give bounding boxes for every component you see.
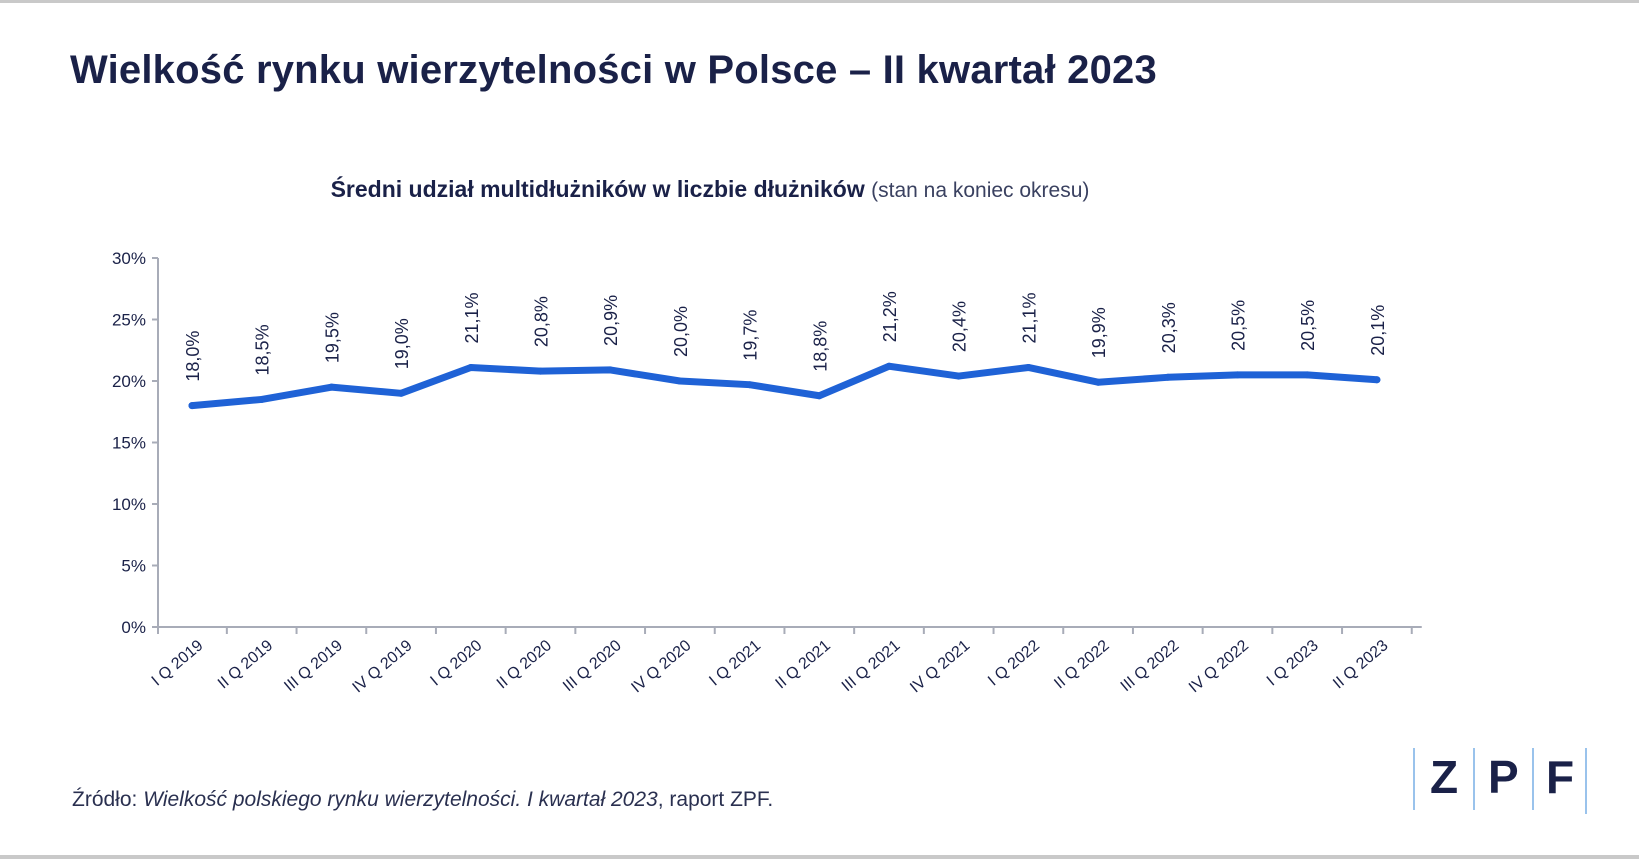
x-tick-label: II Q 2023 — [1330, 637, 1391, 692]
data-point — [537, 367, 544, 375]
data-label: 18,5% — [253, 324, 273, 375]
data-point — [955, 372, 963, 380]
data-point — [188, 402, 196, 410]
source-title: Wielkość polskiego rynku wierzytelności.… — [143, 788, 658, 811]
zpf-logo: Z P F — [1408, 742, 1588, 814]
y-tick-label: 0% — [121, 618, 146, 637]
data-label: 20,8% — [532, 296, 552, 347]
logo-letter-p: P — [1488, 751, 1519, 803]
data-label: 20,5% — [1229, 300, 1249, 351]
x-tick-label: I Q 2020 — [427, 637, 485, 690]
data-point — [258, 395, 266, 403]
logo-separator — [1585, 748, 1587, 814]
data-label: 19,5% — [322, 312, 342, 363]
x-tick-label: I Q 2021 — [706, 637, 764, 690]
data-point — [1164, 373, 1172, 381]
data-point — [1094, 378, 1102, 386]
x-tick-label: III Q 2021 — [839, 637, 904, 695]
logo-separator — [1413, 748, 1415, 810]
bottom-border — [0, 855, 1639, 859]
data-point — [815, 392, 823, 400]
x-tick-label: III Q 2022 — [1118, 637, 1183, 695]
y-tick-label: 25% — [112, 311, 146, 330]
y-tick-label: 15% — [112, 434, 146, 453]
data-label: 18,0% — [183, 331, 203, 382]
data-point — [1234, 371, 1241, 379]
x-tick-label: I Q 2023 — [1264, 637, 1322, 690]
page-title: Wielkość rynku wierzytelności w Polsce –… — [70, 48, 1157, 92]
x-tick-label: IV Q 2021 — [907, 637, 973, 696]
data-label: 20,0% — [671, 306, 691, 357]
x-tick-label: I Q 2022 — [985, 637, 1043, 690]
data-point — [327, 383, 335, 391]
x-tick-label: II Q 2022 — [1051, 637, 1112, 692]
data-label: 21,1% — [462, 292, 482, 343]
series-line — [188, 362, 1381, 410]
chart-title-note: (stan na koniec okresu) — [871, 179, 1090, 202]
top-border — [0, 0, 1639, 3]
logo-letter-f: F — [1546, 751, 1575, 803]
logo-letter-z: Z — [1430, 751, 1459, 803]
data-label: 18,8% — [810, 321, 830, 372]
data-point — [1024, 363, 1032, 371]
x-tick-label: II Q 2019 — [215, 637, 276, 692]
data-point — [606, 366, 614, 374]
y-tick-label: 10% — [112, 495, 146, 514]
x-tick-label: II Q 2021 — [773, 637, 834, 692]
data-point — [746, 381, 754, 389]
x-tick-label: III Q 2020 — [560, 637, 625, 695]
data-label: 20,5% — [1298, 300, 1318, 351]
y-tick-label: 30% — [112, 249, 146, 268]
x-tick-label: I Q 2019 — [149, 637, 207, 690]
data-label: 19,9% — [1089, 307, 1109, 358]
data-point — [1373, 376, 1381, 384]
data-label: 19,7% — [741, 310, 761, 361]
y-tick-label: 20% — [112, 372, 146, 391]
data-point — [885, 362, 893, 370]
data-point — [1303, 371, 1311, 379]
data-point — [467, 363, 475, 371]
x-tick-label: IV Q 2020 — [628, 637, 694, 696]
data-point — [676, 377, 684, 385]
data-label: 21,2% — [880, 291, 900, 342]
data-label: 21,1% — [1019, 292, 1039, 343]
x-tick-label: IV Q 2022 — [1186, 637, 1252, 696]
data-label: 20,3% — [1159, 302, 1179, 353]
source-prefix: Źródło: — [72, 788, 144, 811]
x-tick-label: III Q 2019 — [281, 637, 346, 695]
chart-title: Średni udział multidłużników w liczbie d… — [0, 176, 1420, 203]
source-suffix: , raport ZPF. — [657, 788, 774, 811]
x-tick-label: II Q 2020 — [494, 637, 555, 692]
data-label: 19,0% — [392, 318, 412, 369]
y-tick-label: 5% — [121, 557, 146, 576]
source-note: Źródło: Wielkość polskiego rynku wierzyt… — [72, 788, 773, 812]
x-tick-label: IV Q 2019 — [350, 637, 416, 696]
data-label: 20,1% — [1368, 305, 1388, 356]
chart-title-main: Średni udział multidłużników w liczbie d… — [330, 176, 865, 202]
data-label: 20,4% — [950, 301, 970, 352]
data-point — [397, 389, 405, 397]
data-label: 20,9% — [601, 295, 621, 346]
logo-separator — [1532, 748, 1534, 810]
logo-separator — [1473, 748, 1475, 810]
